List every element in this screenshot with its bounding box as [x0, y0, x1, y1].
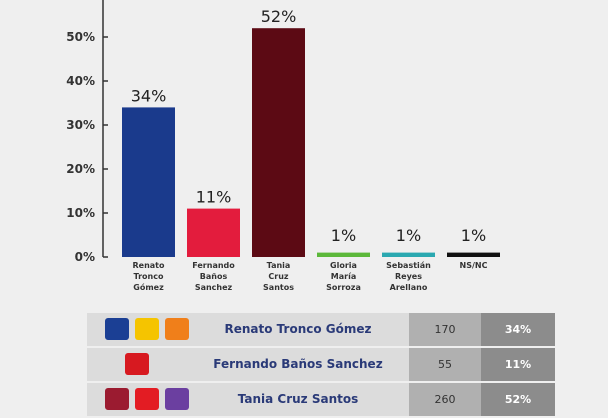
- bar: [447, 252, 500, 257]
- value-label: 34%: [131, 86, 167, 105]
- value-label: 1%: [461, 226, 486, 245]
- mc-logo: [165, 318, 189, 340]
- bar: [317, 252, 370, 257]
- bar: [122, 107, 175, 258]
- y-tick-label: 10%: [66, 206, 95, 220]
- value-labels: 34% 11% 52% 1% 1% 1%: [131, 7, 486, 245]
- y-tick-label: 50%: [66, 30, 95, 44]
- y-tick-label: 0%: [75, 250, 95, 264]
- results-table: Renato Tronco Gómez 170 34% Fernando Baños …: [87, 313, 555, 418]
- category-label: Sanchez: [195, 283, 233, 292]
- party-logos: [87, 313, 189, 346]
- vote-percentage: 34%: [481, 313, 555, 346]
- category-label: Arellano: [390, 283, 428, 292]
- category-label: Sebastián: [386, 261, 431, 270]
- category-label: Baños: [200, 272, 228, 281]
- bar-chart: 0% 10% 20% 30% 40% 50% 34% 11% 52% 1% 1% 1% Renato…: [66, 0, 500, 292]
- category-label: NS/NC: [460, 261, 488, 270]
- y-tick-label: 20%: [66, 162, 95, 176]
- value-label: 52%: [261, 7, 297, 26]
- value-label: 1%: [396, 226, 421, 245]
- category-label: Gloria: [330, 261, 357, 270]
- bar: [382, 252, 435, 257]
- pan-logo: [105, 318, 129, 340]
- category-label: Santos: [263, 283, 294, 292]
- value-label: 1%: [331, 226, 356, 245]
- bars: [122, 28, 500, 258]
- category-label: Reyes: [395, 272, 422, 281]
- category-label: Sorroza: [326, 283, 361, 292]
- pes-logo: [165, 388, 189, 410]
- y-tick-label: 30%: [66, 118, 95, 132]
- category-label: Tania: [267, 261, 291, 270]
- category-label: María: [331, 272, 356, 281]
- y-tick-label: 40%: [66, 74, 95, 88]
- candidate-name: Renato Tronco Gómez: [187, 313, 409, 346]
- party-logos: [87, 348, 187, 381]
- bar: [252, 28, 305, 258]
- category-label: Gómez: [133, 282, 164, 292]
- bar: [187, 208, 240, 257]
- category-label: Fernando: [192, 261, 235, 270]
- pt-logo: [135, 388, 159, 410]
- prd-logo: [135, 318, 159, 340]
- table-row: Fernando Baños Sanchez 55 11%: [87, 348, 555, 381]
- table-row: Renato Tronco Gómez 170 34%: [87, 313, 555, 346]
- vote-count: 55: [409, 348, 481, 381]
- morena-logo: [105, 388, 129, 410]
- vote-percentage: 11%: [481, 348, 555, 381]
- vote-count: 170: [409, 313, 481, 346]
- pri-logo: [125, 353, 149, 375]
- category-label: Tronco: [134, 272, 164, 281]
- category-label: Cruz: [268, 272, 289, 281]
- candidate-name: Fernando Baños Sanchez: [187, 348, 409, 381]
- category-label: Renato: [133, 261, 166, 270]
- y-axis: 0% 10% 20% 30% 40% 50%: [66, 0, 108, 264]
- value-label: 11%: [196, 188, 232, 207]
